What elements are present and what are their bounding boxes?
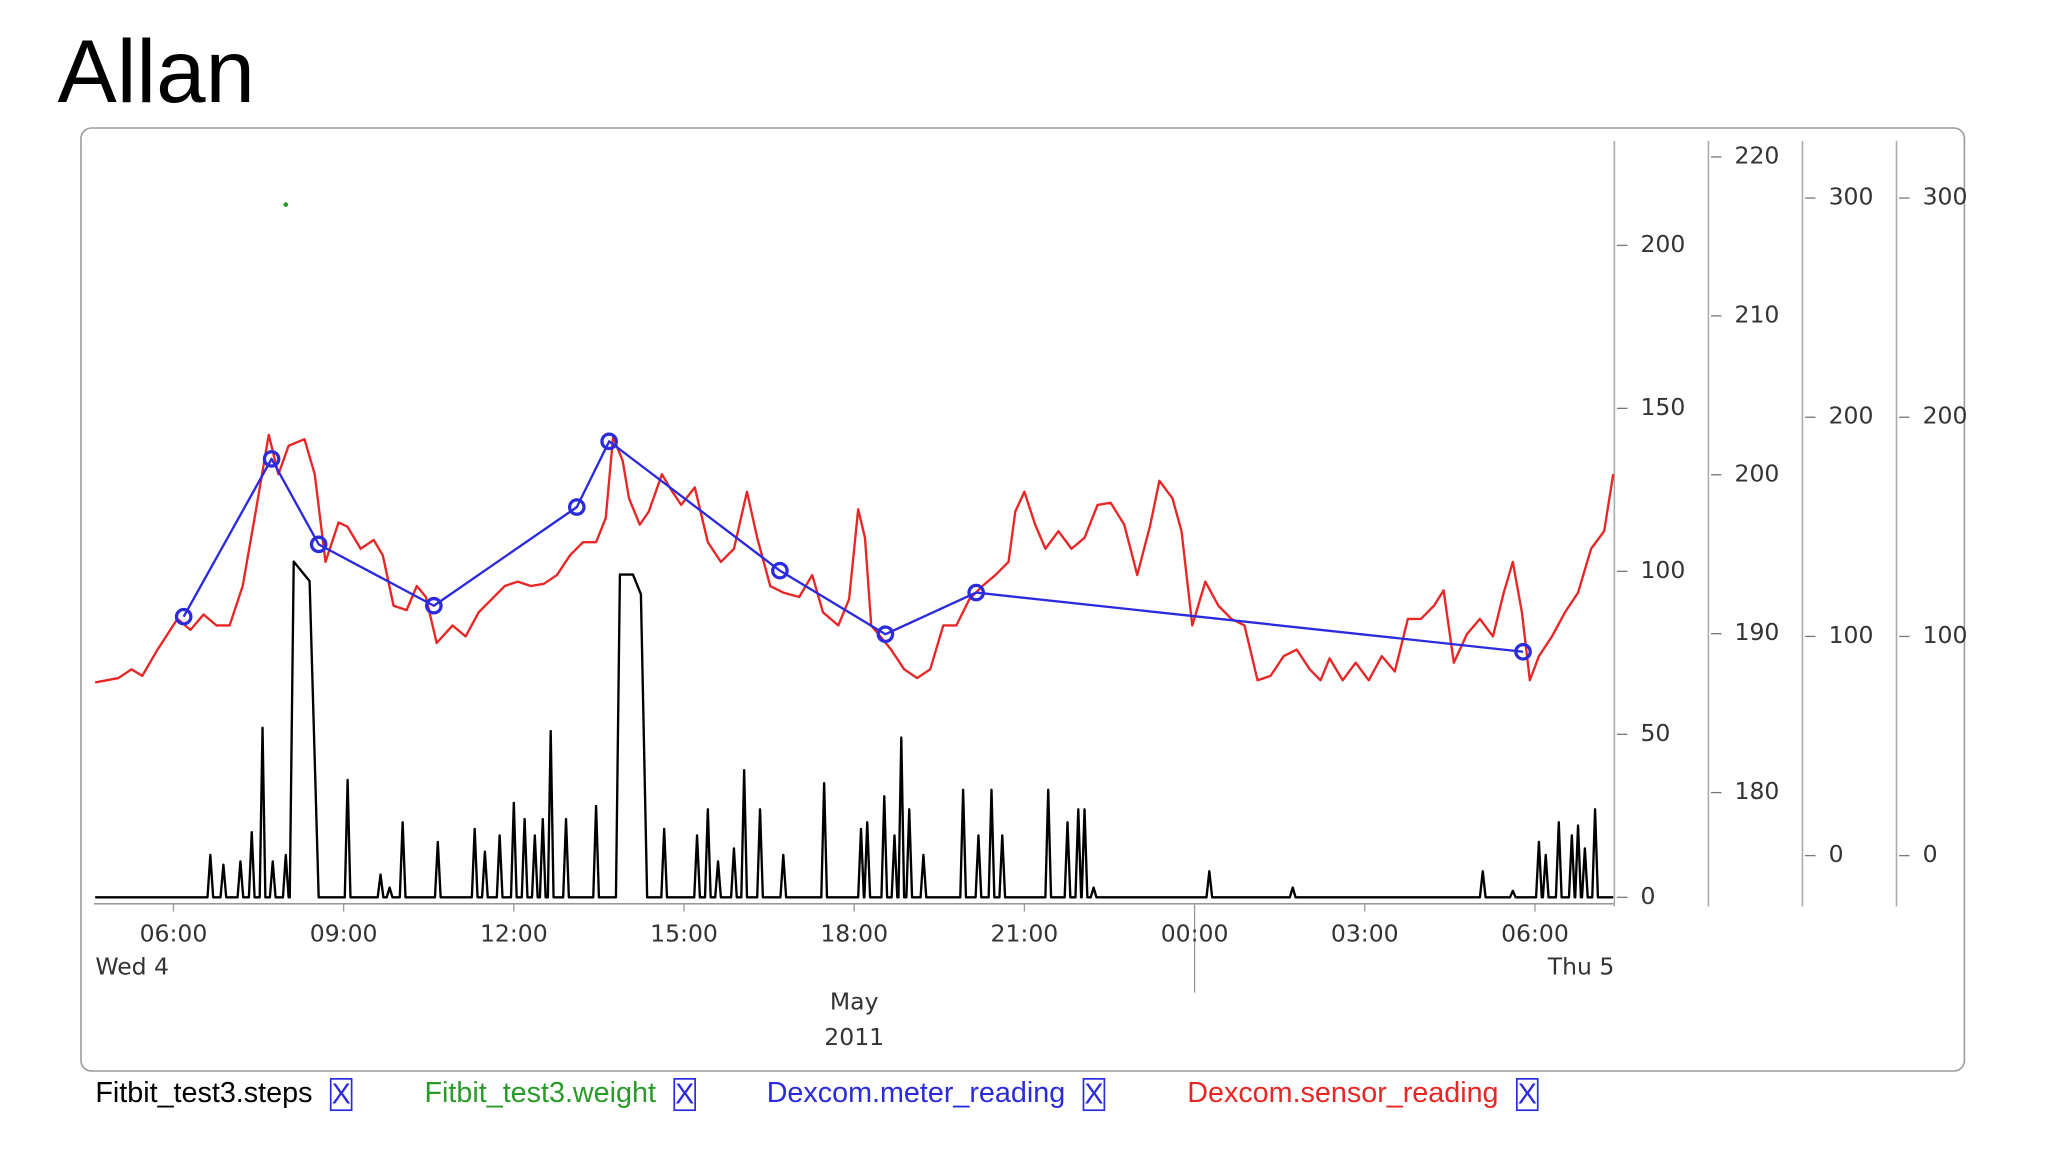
year-label: 2011 <box>824 1023 884 1051</box>
y-tick-label: 50 <box>1640 719 1670 747</box>
legend-remove-box[interactable] <box>1515 1078 1539 1112</box>
legend: Fitbit_test3.steps X Fitbit_test3.weight X D… <box>95 1077 1539 1112</box>
legend-label: Fitbit_test3.weight <box>424 1077 655 1109</box>
plot-area <box>94 202 1615 899</box>
legend-label: Dexcom.sensor_reading <box>1187 1077 1498 1109</box>
x-tick-label: 00:00 <box>1161 920 1229 948</box>
y-tick-label: 200 <box>1640 230 1685 258</box>
x-tick-label: 09:00 <box>310 920 378 948</box>
y-tick-label: 150 <box>1640 393 1685 421</box>
x-tick-label: 06:00 <box>1501 920 1569 948</box>
y-tick-label: 0 <box>1640 882 1655 910</box>
data-point <box>1514 642 1532 661</box>
y-tick-label: 0 <box>1923 840 1938 868</box>
x-tick-label: 15:00 <box>650 920 718 948</box>
legend-remove-button[interactable]: X <box>673 1078 696 1112</box>
y-tick-label: 200 <box>1829 402 1874 430</box>
slide-title: Allan <box>57 22 254 121</box>
axes: 06:00 09:00 12:00 15:00 18:00 21:00 00:00 03:00… <box>94 141 1967 1051</box>
month-label: May <box>830 988 879 1016</box>
legend-label: Dexcom.meter_reading <box>767 1077 1066 1109</box>
y-tick-label: 100 <box>1640 556 1685 584</box>
series-line <box>182 440 1524 653</box>
legend-remove-label[interactable]: X <box>675 1078 694 1110</box>
y-tick-label: 190 <box>1735 618 1780 646</box>
legend-remove-label[interactable]: X <box>332 1078 351 1110</box>
data-point <box>262 450 281 468</box>
legend-remove-box[interactable] <box>1082 1078 1106 1112</box>
data-point <box>567 498 586 516</box>
x-tick-label: 06:00 <box>140 920 208 948</box>
series-line <box>94 433 1615 684</box>
y-tick-label: 200 <box>1735 459 1780 487</box>
data-point <box>600 432 618 451</box>
data-point <box>967 583 985 602</box>
x-tick-label: 12:00 <box>480 920 548 948</box>
data-point <box>771 561 789 580</box>
y-tick-label: 100 <box>1923 621 1968 649</box>
data-dot <box>283 202 289 207</box>
y-tick-label: 220 <box>1735 141 1780 169</box>
chart-frame <box>80 127 1966 1072</box>
legend-remove-button[interactable]: X <box>1082 1078 1106 1112</box>
data-point <box>174 607 193 626</box>
legend-remove-button[interactable]: X <box>329 1078 353 1112</box>
x-tick-label: 03:00 <box>1331 920 1399 948</box>
legend-remove-box[interactable] <box>673 1078 696 1112</box>
data-point <box>309 535 328 554</box>
legend-label: Fitbit_test3.steps <box>95 1077 312 1109</box>
legend-remove-box[interactable] <box>329 1078 353 1112</box>
y-tick-label: 0 <box>1829 840 1844 868</box>
series-line <box>95 560 1614 899</box>
y-tick-label: 210 <box>1735 300 1780 328</box>
y-tick-label: 180 <box>1735 777 1780 805</box>
data-point <box>425 596 443 615</box>
y-tick-label: 300 <box>1923 183 1968 211</box>
y-tick-label: 200 <box>1923 402 1968 430</box>
legend-remove-button[interactable]: X <box>1515 1078 1539 1112</box>
y-tick-label: 100 <box>1829 621 1874 649</box>
y-tick-label: 300 <box>1829 183 1874 211</box>
legend-remove-label[interactable]: X <box>1518 1078 1537 1110</box>
x-tick-label: 18:00 <box>820 920 888 948</box>
data-point <box>876 625 895 644</box>
day-label: Wed 4 <box>95 952 169 980</box>
day-label: Thu 5 <box>1547 952 1615 980</box>
x-tick-label: 21:00 <box>991 920 1059 948</box>
legend-remove-label[interactable]: X <box>1084 1078 1103 1110</box>
